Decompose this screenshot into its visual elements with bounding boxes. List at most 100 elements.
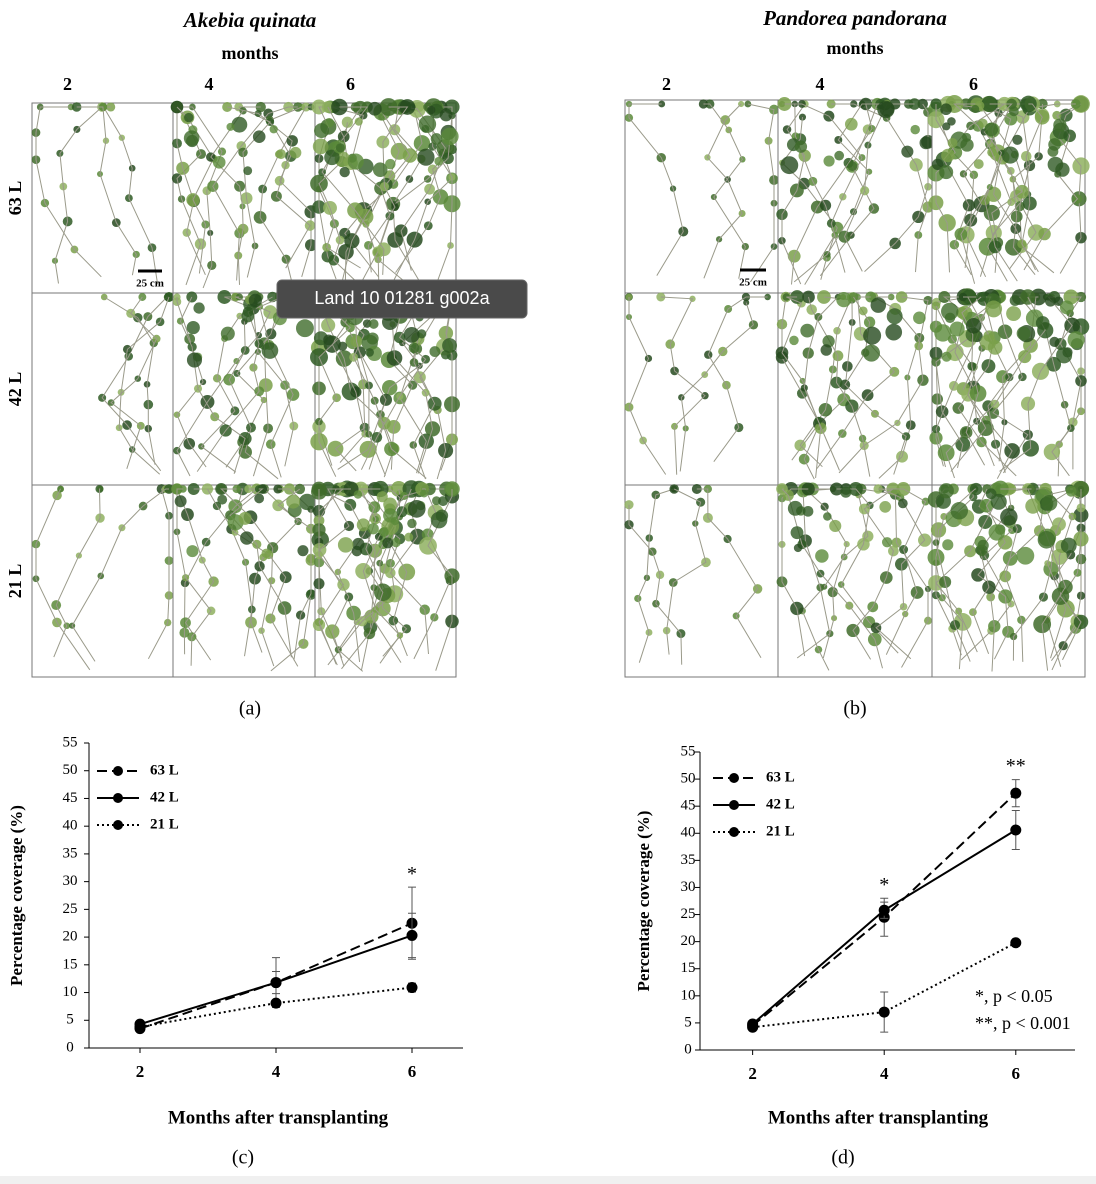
canopy-leaf (220, 326, 235, 341)
stem (220, 488, 275, 667)
canopy-leaf (962, 132, 972, 142)
leaf (138, 293, 147, 301)
canopy-leaf (183, 130, 200, 146)
series-line (139, 986, 413, 1028)
canopy-leaf (186, 545, 199, 558)
leaf (255, 101, 266, 113)
canopy-leaf (834, 150, 845, 161)
stem (379, 488, 408, 657)
canopy-leaf (383, 508, 398, 523)
vine-photo (31, 102, 159, 285)
stem (321, 106, 385, 275)
stem (666, 488, 707, 655)
months-label: months (221, 43, 278, 63)
stem (110, 296, 158, 469)
canopy-leaf (238, 511, 252, 525)
y-tick-label: 40 (63, 818, 78, 834)
column-header: 6 (346, 74, 355, 94)
canopy-leaf (949, 321, 965, 337)
column-header: 6 (969, 74, 978, 94)
species-title: Akebia quinata (182, 8, 316, 32)
leaf (744, 100, 752, 108)
stem (362, 488, 430, 664)
stem (998, 296, 1039, 462)
scale-bar-label: 25 cm (136, 278, 164, 290)
canopy-leaf (338, 341, 348, 351)
canopy-leaf (938, 483, 954, 499)
stem (696, 488, 762, 658)
scale-bar-label: 25 cm (739, 277, 767, 289)
canopy-leaf (800, 323, 815, 338)
canopy-leaf (438, 496, 449, 507)
stem (781, 103, 806, 285)
stem (367, 106, 409, 273)
canopy-leaf (430, 133, 443, 145)
canopy-leaf (193, 302, 205, 314)
stem (878, 488, 927, 655)
canopy-leaf (823, 512, 832, 521)
canopy-leaf (780, 156, 799, 175)
canopy-leaf (1067, 331, 1085, 349)
leaf (71, 102, 82, 112)
canopy-leaf (1008, 106, 1019, 117)
vine-photo (775, 290, 933, 480)
x-tick-label: 2 (136, 1062, 145, 1081)
leaf (106, 102, 116, 112)
stem (176, 297, 207, 468)
stem (212, 106, 298, 281)
canopy-leaf (1016, 546, 1035, 565)
canopy-leaf (404, 532, 414, 542)
stem (945, 296, 1046, 479)
canopy-leaf (1053, 296, 1064, 307)
tooltip-text: Land 10 01281 g002a (314, 288, 490, 308)
canopy-leaf (1000, 508, 1018, 526)
canopy-leaf (1035, 316, 1050, 330)
significance-mark: ** (1006, 755, 1026, 777)
canopy-leaf (314, 123, 330, 139)
significance-mark: * (407, 863, 417, 885)
stem (118, 296, 170, 475)
stem (781, 488, 809, 657)
canopy-leaf (353, 490, 363, 499)
canopy-leaf (1041, 495, 1058, 511)
canopy-leaf (289, 146, 302, 159)
data-point (878, 904, 890, 916)
leaf (743, 299, 750, 306)
canopy-leaf (1047, 156, 1064, 173)
stem (103, 296, 156, 465)
stem (413, 488, 451, 660)
y-tick-label: 25 (681, 906, 696, 922)
data-point (878, 1006, 890, 1018)
leaf (379, 98, 398, 116)
canopy-leaf (429, 346, 441, 358)
canopy-leaf (417, 148, 435, 166)
canopy-leaf (407, 518, 417, 529)
y-tick-label: 5 (684, 1014, 692, 1030)
stem (35, 488, 91, 671)
stem (177, 106, 223, 289)
x-tick-label: 4 (880, 1064, 889, 1083)
stem (784, 103, 863, 273)
canopy-leaf (427, 105, 436, 115)
canopy-leaf (298, 493, 316, 511)
row-label: 42 L (5, 372, 25, 407)
canopy-leaf (847, 161, 858, 172)
canopy-leaf (248, 293, 262, 308)
data-point (1010, 824, 1022, 836)
stem (747, 103, 775, 283)
legend-label: 42 L (766, 796, 795, 812)
legend-marker (113, 766, 123, 776)
leaf (658, 100, 666, 108)
canopy-leaf (950, 502, 969, 520)
y-tick-label: 45 (681, 798, 696, 814)
panel-label: (d) (831, 1147, 854, 1169)
stem (1021, 103, 1043, 273)
significance-note: **, p < 0.001 (975, 1013, 1071, 1033)
data-point (406, 929, 418, 941)
canopy-leaf (823, 155, 835, 167)
canopy-leaf (439, 108, 453, 122)
canopy-leaf (226, 122, 235, 131)
vine-photo (624, 292, 771, 475)
canopy-leaf (212, 156, 226, 169)
stem (228, 296, 279, 480)
